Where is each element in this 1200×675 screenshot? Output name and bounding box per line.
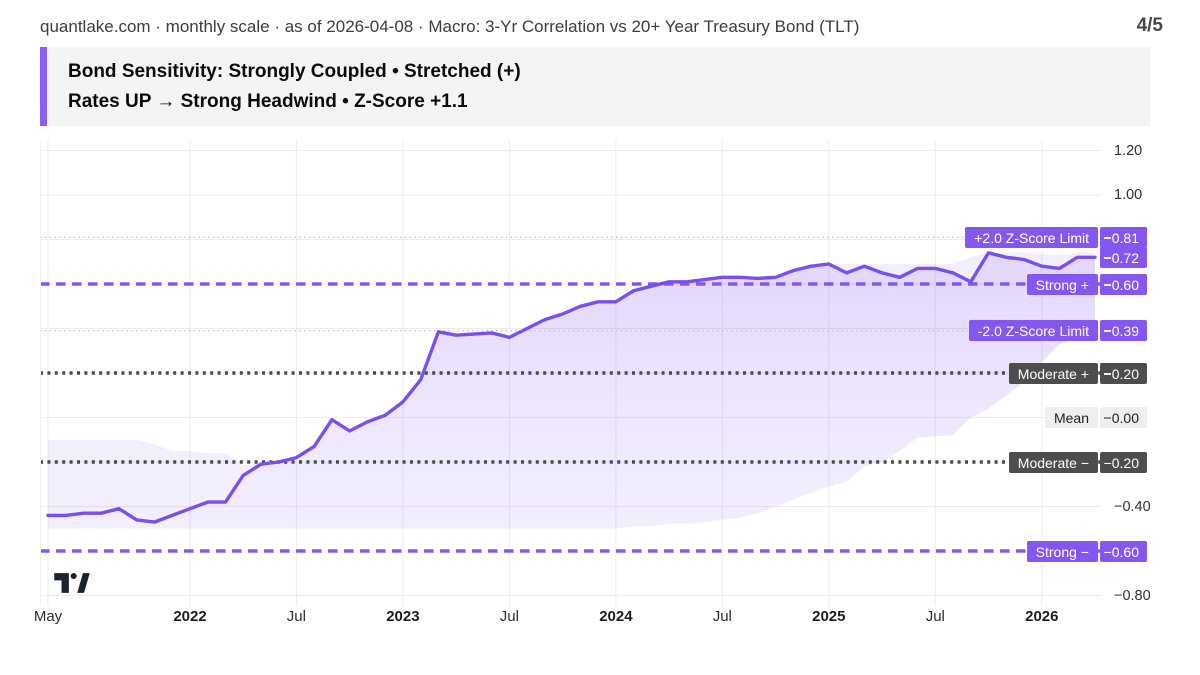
x-axis-label: 2025: [812, 608, 846, 625]
axis-value-pill-moderate-plus: 0.20: [1100, 363, 1147, 384]
reference-lines: [40, 236, 1100, 553]
chart-caption: quantlake.com · monthly scale · as of 20…: [40, 17, 860, 36]
axis-value-pill-strong-minus: −0.60: [1100, 541, 1147, 562]
y-axis-label-row-mean: Mean 0.00: [1044, 407, 1147, 428]
y-axis-label-row-last-value: 0.72: [1100, 247, 1147, 268]
axis-value-pill-strong-plus: 0.60: [1100, 274, 1147, 295]
y-axis-label-row-plus-2z: +2.0 Z-Score Limit 0.81: [965, 227, 1147, 248]
axis-label-pill-mean: Mean: [1044, 407, 1098, 428]
axis-label-pill-strong-plus: Strong +: [1026, 274, 1098, 295]
signal-banner: Bond Sensitivity: Strongly Coupled • Str…: [40, 47, 1150, 126]
x-axis-label: 2022: [173, 608, 207, 625]
under-line-fill: [48, 252, 1095, 529]
signal-banner-line2: Rates UP → Strong Headwind • Z-Score +1.…: [68, 91, 468, 112]
axis-label-pill-minus-2z: -2.0 Z-Score Limit: [968, 320, 1098, 341]
x-axis-label: Jul: [499, 608, 519, 625]
x-axis-label: 2026: [1025, 608, 1059, 625]
y-axis-tick: 1.00: [1114, 187, 1143, 203]
axis-value-pill-last-value: 0.72: [1100, 247, 1147, 268]
y-axis-label-row-minus-2z: -2.0 Z-Score Limit 0.39: [968, 320, 1147, 341]
axis-value-pill-moderate-minus: −0.20: [1100, 452, 1147, 473]
x-axis-label: 2024: [599, 608, 633, 625]
axis-value-pill-minus-2z: 0.39: [1100, 320, 1147, 341]
y-axis-label-row-moderate-minus: Moderate − −0.20: [1008, 452, 1147, 473]
y-axis-label-row-moderate-plus: Moderate +0.20: [1008, 363, 1147, 384]
x-axis-label: Jul: [925, 608, 945, 625]
axis-label-pill-moderate-plus: Moderate +: [1008, 363, 1098, 384]
y-axis-tick: 1.20: [1114, 142, 1143, 159]
x-axis-label: 2023: [386, 608, 420, 625]
x-axis-label: May: [33, 608, 63, 625]
y-axis-label-row-strong-plus: Strong +0.60: [1026, 274, 1147, 295]
y-axis-label-row-strong-minus: Strong − −0.60: [1026, 541, 1147, 562]
axis-value-pill-mean: 0.00: [1100, 407, 1147, 428]
y-axis-tick: −0.40: [1114, 498, 1151, 515]
axis-value-pill-plus-2z: 0.81: [1100, 227, 1147, 248]
signal-banner-line1: Bond Sensitivity: Strongly Coupled • Str…: [68, 61, 521, 82]
y-axis-tick: −0.80: [1114, 587, 1151, 604]
axis-label-pill-moderate-minus: Moderate −: [1008, 452, 1098, 473]
correlation-line: [46, 251, 1097, 524]
axis-label-pill-strong-minus: Strong −: [1026, 541, 1098, 562]
page-indicator: 4/5: [1136, 15, 1163, 36]
x-axis-label: Jul: [286, 608, 306, 625]
x-axis-label: Jul: [712, 608, 732, 625]
axis-label-pill-plus-2z: +2.0 Z-Score Limit: [965, 227, 1098, 248]
